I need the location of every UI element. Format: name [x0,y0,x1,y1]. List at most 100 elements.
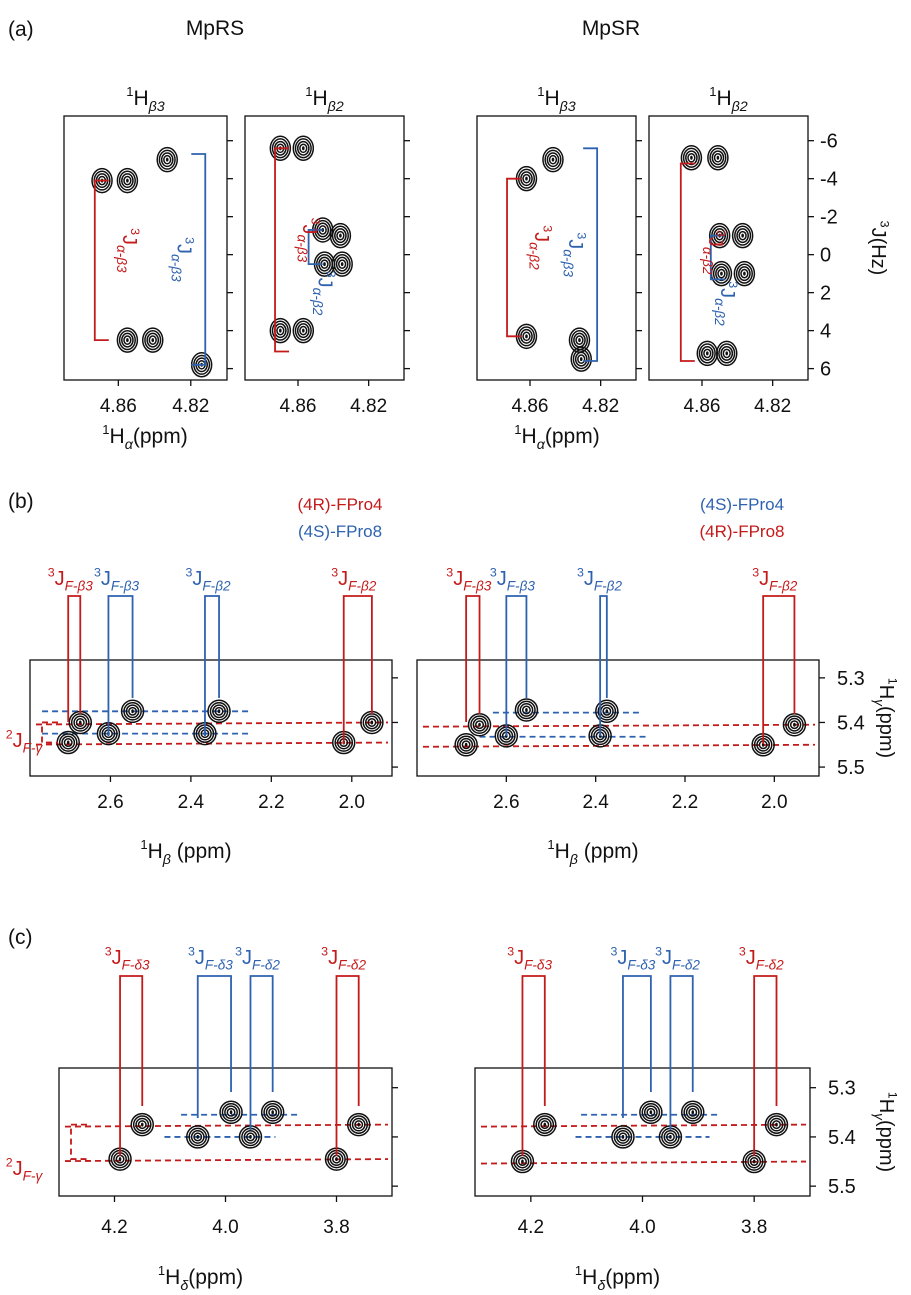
coupling-label-blue-text: 3JF-δ2 [235,945,280,973]
coupling-label-blue-text: 3JF-δ2 [655,945,700,973]
x-axis-label-right-base: H [522,425,537,448]
peak-ring [292,135,315,162]
coupling-label-blue-sub: F-β2 [202,579,231,594]
peak [639,1100,663,1125]
peak-center [357,1122,361,1127]
peak-ring [712,263,730,284]
peak-center [793,722,796,727]
peak-ring [121,173,134,189]
side-label-2j-base: J [13,1158,23,1180]
subplot-title-sub: β3 [559,99,576,115]
peak-center [339,233,342,238]
peak-ring [118,330,136,351]
frame [648,115,809,381]
peak-center [691,1110,695,1115]
peak [568,327,591,353]
frame [63,115,228,381]
x-axis-label-right-sup: 1 [514,422,521,437]
coupling-label-blue-sup: 3 [185,566,192,580]
coupling-label-red-base: J [759,568,769,590]
peak-ring [163,154,172,165]
bracket-label-red-base: J [704,237,726,247]
peak-ring [125,704,140,719]
coupling-cap-red [465,595,481,722]
bracket-red [274,147,290,353]
peak-ring [731,222,754,249]
peak-ring [212,704,226,719]
peak-center [521,1159,524,1164]
bracket-label-red-text: 3Jα-β3 [114,228,142,273]
peak-center [126,338,129,343]
x-tick-label: 4.86 [100,396,137,417]
peak-ring [641,1102,661,1122]
peak-ring [548,154,558,165]
peak-ring [63,738,73,748]
peak [116,327,139,353]
bracket-label-red-sub: α-β2 [700,247,715,275]
side-label-2j-text: 2JF-γ [6,1156,44,1184]
peak [595,699,619,724]
peak-ring [334,228,347,244]
peak [269,317,292,344]
peak [219,1100,243,1125]
x-axis-label-1-sup: 1 [158,1263,165,1278]
bracket-label-blue-sub: α-β3 [561,249,576,277]
bracket-label-blue-sup: 3 [183,237,197,244]
peak-center [118,1157,122,1162]
dashed-line-red [64,1158,389,1162]
x-axis-label-2: 1Hδ(ppm) [575,1263,660,1294]
coupling-label-blue: 3JF-β2 [577,566,623,594]
peak [696,340,719,367]
peak-ring [456,735,476,755]
coupling-label-red: 3JF-δ3 [507,945,552,973]
peak-center [716,155,720,160]
subplot-title: 1Hβ2 [709,84,748,115]
peak-ring [296,323,310,339]
peak [454,733,478,757]
peak [570,346,592,372]
subplot-title-sup: 1 [305,84,312,99]
subplot-title-sup: 1 [537,84,544,99]
peak [141,327,164,353]
coupling-label-blue: 3JF-δ3 [610,945,655,973]
peak-ring [260,1100,285,1125]
x-tick-label: 4.82 [172,396,209,417]
peak-ring [294,320,312,341]
peak-ring [137,1120,147,1130]
x-axis-label-1-tail: (ppm) [171,840,232,863]
x-axis-label-2: 1Hβ (ppm) [547,837,638,868]
peak-ring [736,228,749,244]
coupling-cap-blue [599,595,608,736]
peak [733,260,756,287]
peak-ring [207,699,231,724]
peak-center [151,338,155,343]
coupling-label-red: 3JF-δ2 [321,945,366,973]
peak-ring [292,317,315,344]
bracket-red [506,177,522,338]
coupling-cap-blue [505,595,528,736]
peak-ring [574,351,588,367]
x-tick-label: 4.86 [280,396,317,417]
peak-ring [787,717,802,732]
coupling-label-red-sup: 3 [507,945,514,959]
x-axis-label-left-base: H [110,425,125,448]
peak-center [578,338,581,343]
peak-ring [611,1125,635,1149]
peak-center [323,262,326,267]
peak-center [271,1110,274,1115]
coupling-label-blue-text: 3JF-δ3 [188,945,233,973]
bracket-label-red-base: J [530,232,552,242]
peak-center [775,1122,778,1127]
bracket-label-red: 3Jα-β2 [526,225,554,270]
coupling-label-blue: 3JF-δ3 [188,945,233,973]
x-axis-label-2-base: H [555,840,570,863]
dashed-line-red [35,741,389,746]
side-label-2j-sub: F-γ [23,1169,44,1184]
coupling-label-blue-base: J [195,947,205,969]
y-tick-label: -4 [820,169,838,191]
coupling-label-red: 3JF-δ2 [739,945,784,973]
peak-ring [346,1112,371,1137]
